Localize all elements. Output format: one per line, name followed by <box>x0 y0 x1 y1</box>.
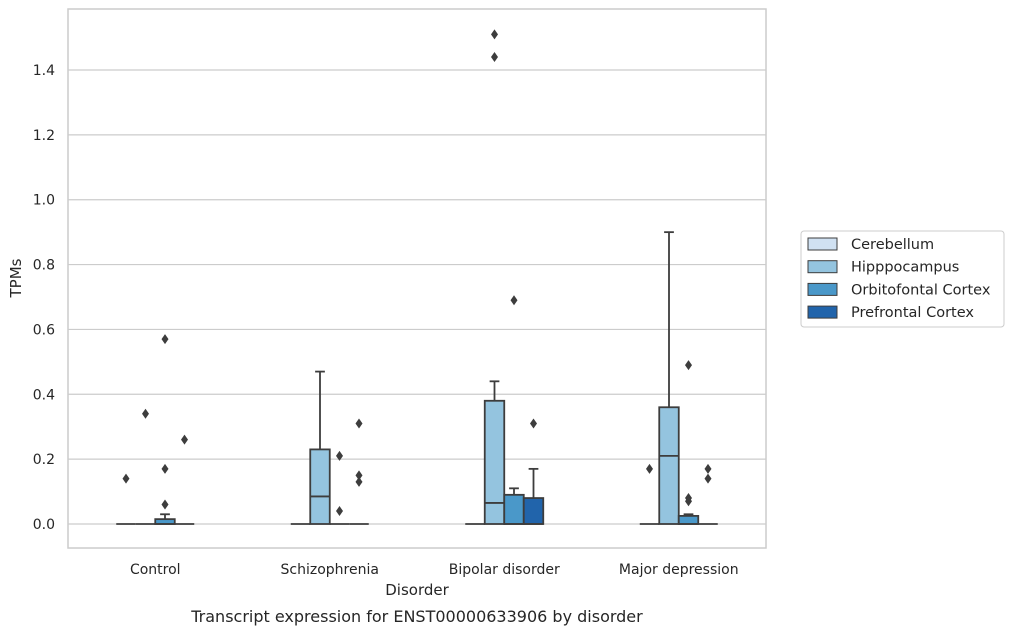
x-tick-label: Bipolar disorder <box>449 562 560 578</box>
box-body <box>483 399 506 525</box>
box-body <box>677 514 700 525</box>
outlier-point <box>161 499 169 510</box>
outlier-point <box>491 29 498 40</box>
box-cerebellum <box>639 463 660 525</box>
outlier-point <box>491 52 498 63</box>
box-prefrontal-cortex <box>349 418 369 525</box>
legend-frame <box>800 230 1005 328</box>
plot-frame <box>67 8 767 549</box>
box-prefrontal-cortex <box>174 434 195 525</box>
outlier-point <box>704 463 712 474</box>
outlier-point <box>355 470 363 481</box>
outlier-point <box>355 476 363 487</box>
outlier-point <box>646 463 653 474</box>
y-tick-label: 0.2 <box>33 452 55 468</box>
box-cerebellum <box>116 473 136 525</box>
outlier-point <box>530 418 537 429</box>
x-tick-labels: Control Schizophrenia Bipolar disorder Majo… <box>130 562 739 578</box>
outlier-point <box>336 506 343 517</box>
legend-label: Orbitofontal Cortex <box>851 282 991 298</box>
legend-label: Prefrontal Cortex <box>851 305 974 321</box>
outlier-point <box>510 295 518 306</box>
box-orbitofontal-cortex <box>154 334 176 525</box>
box-body <box>309 448 331 525</box>
outlier-point <box>336 450 343 461</box>
legend-swatch <box>807 305 838 319</box>
outlier-point <box>685 496 692 507</box>
x-tick-label: Control <box>130 562 181 578</box>
outlier-point <box>181 434 188 445</box>
legend-swatch <box>807 260 838 274</box>
box-body <box>658 406 680 525</box>
y-tick-label: 0.6 <box>33 322 55 338</box>
y-axis-label: TPMs <box>7 258 25 298</box>
y-tick-label: 1.0 <box>33 193 55 209</box>
legend-label: Hipppocampus <box>851 260 959 276</box>
outlier-point <box>161 334 169 345</box>
legend: Cerebellum Hipppocampus Orbitofontal Corte… <box>800 230 1005 328</box>
outlier-point <box>122 473 130 484</box>
box-orbitofontal-cortex <box>677 360 700 525</box>
y-tick-label: 1.2 <box>33 128 55 144</box>
grid-lines <box>68 69 766 525</box>
box-series <box>116 29 718 525</box>
y-tick-label: 0.8 <box>33 258 55 274</box>
box-hipppocampus <box>658 231 680 525</box>
box-prefrontal-cortex <box>698 463 718 525</box>
box-body <box>522 497 545 525</box>
outlier-point <box>161 463 169 474</box>
box-prefrontal-cortex <box>522 418 545 525</box>
outlier-point <box>685 360 692 371</box>
box-hipppocampus <box>309 370 331 525</box>
box-body <box>503 493 525 525</box>
y-tick-label: 0.4 <box>33 387 55 403</box>
y-tick-labels: 0.0 0.2 0.4 0.6 0.8 1.0 1.2 1.4 <box>33 63 55 533</box>
x-axis-label: Disorder <box>385 581 449 599</box>
chart-caption: Transcript expression for ENST0000063390… <box>190 607 643 626</box>
outlier-point <box>142 408 149 419</box>
x-tick-label: Schizophrenia <box>281 562 379 578</box>
legend-swatch <box>807 237 838 251</box>
box-hipppocampus <box>483 29 506 525</box>
box-hipppocampus <box>135 408 156 525</box>
y-tick-label: 1.4 <box>33 63 55 79</box>
legend-label: Cerebellum <box>851 237 934 253</box>
outlier-point <box>704 473 712 484</box>
legend-swatch <box>807 282 838 296</box>
y-tick-label: 0.0 <box>33 517 55 533</box>
x-tick-label: Major depression <box>619 562 739 578</box>
box-orbitofontal-cortex <box>329 450 350 525</box>
outlier-point <box>355 418 363 429</box>
